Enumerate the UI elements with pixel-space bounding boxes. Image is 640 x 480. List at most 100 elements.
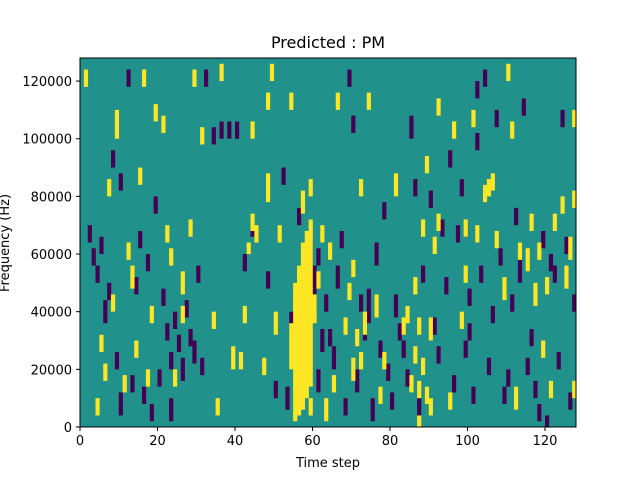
high-value-cell	[316, 271, 321, 289]
plot-area	[79, 57, 577, 428]
high-value-cell	[254, 225, 259, 243]
low-value-cell	[204, 69, 209, 87]
low-value-cell	[479, 265, 484, 283]
high-value-cell	[362, 311, 368, 335]
x-tick-label: 120	[533, 434, 558, 449]
low-value-cell	[366, 288, 371, 324]
high-value-cell	[297, 265, 302, 416]
high-value-cell	[463, 219, 468, 237]
high-value-cell	[308, 179, 313, 197]
low-value-cell	[134, 277, 139, 295]
low-value-cell	[463, 340, 468, 358]
high-value-cell	[424, 156, 430, 174]
high-value-cell	[304, 230, 309, 399]
high-value-cell	[393, 173, 399, 197]
high-value-cell	[417, 380, 422, 399]
chart-title: Predicted : PM	[271, 33, 385, 52]
y-tick-label: 20000	[31, 363, 72, 378]
low-value-cell	[339, 230, 344, 249]
low-value-cell	[486, 357, 492, 376]
high-value-cell	[250, 213, 255, 231]
low-value-cell	[192, 340, 197, 364]
low-value-cell	[297, 207, 302, 226]
high-value-cell	[111, 294, 116, 312]
high-value-cell	[436, 98, 441, 116]
high-value-cell	[366, 92, 371, 110]
low-value-cell	[196, 265, 201, 283]
high-value-cell	[428, 398, 433, 416]
y-tick-label: 0	[64, 421, 72, 436]
low-value-cell	[421, 265, 426, 283]
low-value-cell	[118, 392, 123, 416]
low-value-cell	[393, 294, 399, 318]
high-value-cell	[262, 357, 267, 376]
high-value-cell	[525, 248, 530, 272]
high-value-cell	[331, 375, 337, 393]
high-value-cell	[347, 282, 352, 301]
high-value-cell	[335, 92, 340, 110]
high-value-cell	[378, 386, 383, 404]
low-value-cell	[324, 294, 329, 312]
low-value-cell	[211, 127, 216, 145]
y-axis-label: Frequency (Hz)	[0, 194, 13, 292]
high-value-cell	[103, 363, 108, 381]
low-value-cell	[498, 248, 503, 266]
high-value-cell	[541, 340, 546, 358]
low-value-cell	[529, 328, 534, 347]
high-value-cell	[173, 369, 178, 387]
high-value-cell	[289, 323, 294, 370]
low-value-cell	[537, 403, 542, 422]
low-value-cell	[517, 259, 523, 283]
low-value-cell	[103, 300, 108, 324]
plot-frame	[79, 57, 577, 428]
high-value-cell	[568, 236, 573, 260]
low-value-cell	[378, 340, 383, 358]
low-value-cell	[91, 248, 96, 266]
high-value-cell	[211, 311, 216, 329]
high-value-cell	[122, 375, 127, 393]
high-value-cell	[421, 357, 426, 376]
low-value-cell	[149, 403, 154, 422]
low-value-cell	[200, 357, 205, 376]
low-value-cell	[320, 328, 325, 353]
low-value-cell	[475, 81, 480, 99]
low-value-cell	[157, 369, 162, 387]
low-value-cell	[564, 236, 569, 255]
low-value-cell	[142, 386, 147, 404]
low-value-cell	[541, 230, 546, 249]
high-value-cell	[277, 225, 282, 243]
low-value-cell	[316, 369, 321, 393]
low-value-cell	[452, 375, 457, 393]
high-value-cell	[83, 69, 89, 87]
low-value-cell	[428, 190, 433, 208]
low-value-cell	[312, 265, 317, 289]
high-value-cell	[514, 386, 519, 410]
low-value-cell	[459, 179, 464, 197]
low-value-cell	[95, 265, 100, 283]
high-value-cell	[308, 219, 313, 387]
high-value-cell	[269, 63, 275, 82]
high-value-cell	[572, 109, 577, 128]
low-value-cell	[545, 415, 550, 427]
low-value-cell	[409, 115, 414, 139]
high-value-cell	[242, 305, 247, 324]
high-value-cell	[219, 63, 224, 82]
low-value-cell	[184, 300, 189, 318]
low-value-cell	[227, 121, 232, 139]
low-value-cell	[432, 317, 437, 335]
high-value-cell	[142, 69, 147, 87]
low-value-cell	[169, 352, 174, 370]
high-value-cell	[417, 317, 422, 335]
low-value-cell	[467, 323, 472, 341]
low-value-cell	[514, 207, 519, 226]
high-value-cell	[510, 121, 515, 139]
high-value-cell	[134, 340, 139, 358]
high-value-cell	[266, 92, 271, 110]
high-value-cell	[114, 109, 120, 139]
high-value-cell	[413, 346, 418, 364]
high-value-cell	[355, 328, 360, 347]
high-value-cell	[483, 184, 488, 203]
low-value-cell	[533, 380, 538, 399]
x-tick-label: 20	[149, 434, 166, 449]
low-value-cell	[401, 340, 406, 358]
